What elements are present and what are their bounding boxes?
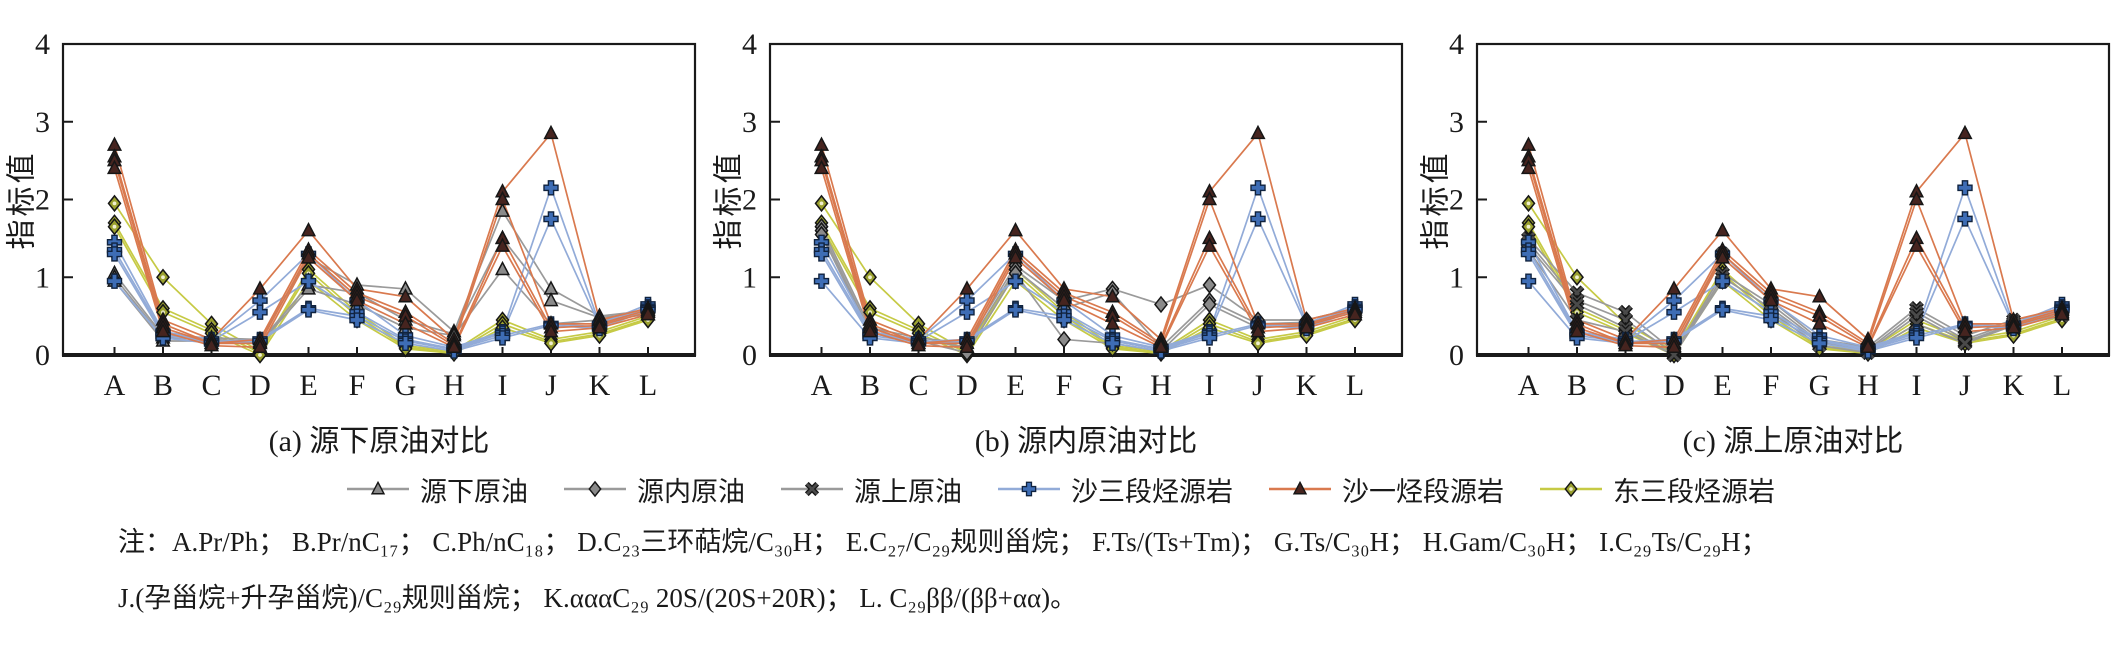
legend-item-yuannei-oil: 源内原油	[562, 470, 745, 509]
svg-text:D: D	[249, 369, 271, 402]
svg-text:0: 0	[35, 339, 50, 372]
legend-item-shayi-source-rock: 沙一烃段源岩	[1267, 470, 1504, 509]
triangle-marker-icon	[1269, 480, 1331, 495]
svg-text:D: D	[1663, 369, 1685, 402]
note-line-2: J.(孕甾烷+升孕甾烷)/C₂₉规则甾烷； K.αααC₂₉ 20S/(20S+…	[118, 583, 1078, 613]
svg-text:J: J	[545, 369, 557, 402]
svg-text:A: A	[811, 369, 833, 402]
legend-label: 源内原油	[637, 476, 745, 507]
diamond-marker-icon	[564, 480, 626, 498]
svg-text:H: H	[1150, 369, 1172, 402]
legend-item-shasan-source-rock: 沙三段烃源岩	[996, 470, 1233, 509]
legend-label: 源下原油	[420, 476, 528, 507]
svg-text:E: E	[299, 369, 317, 402]
svg-text:4: 4	[742, 28, 757, 61]
legend: 源下原油 源内原油 源上原油 沙三段烃源岩 沙一烃段源岩 东三段烃源岩	[0, 464, 2120, 514]
legend-label: 源上原油	[854, 476, 962, 507]
svg-text:B: B	[860, 369, 880, 402]
legend-label: 沙一烃段源岩	[1342, 476, 1504, 507]
svg-text:J: J	[1959, 369, 1971, 402]
svg-text:3: 3	[1449, 106, 1464, 139]
svg-text:K: K	[2003, 369, 2025, 402]
svg-text:L: L	[1346, 369, 1364, 402]
svg-text:C: C	[908, 369, 928, 402]
svg-text:C: C	[201, 369, 221, 402]
svg-text:D: D	[956, 369, 978, 402]
svg-text:L: L	[639, 369, 657, 402]
figure-note: 注：A.Pr/Ph； B.Pr/nC₁₇； C.Ph/nC₁₈； D.C₂₃三环…	[118, 522, 2068, 618]
svg-text:L: L	[2053, 369, 2071, 402]
svg-text:4: 4	[1449, 28, 1464, 61]
chart-a-canvas: 0 1 2 3 4 A B C D E F G H I J K L	[35, 28, 697, 402]
svg-text:0: 0	[1449, 339, 1464, 372]
svg-text:C: C	[1615, 369, 1635, 402]
svg-text:1: 1	[1449, 261, 1464, 294]
legend-label: 沙三段烃源岩	[1071, 476, 1233, 507]
note-line-1: 注：A.Pr/Ph； B.Pr/nC₁₇； C.Ph/nC₁₈； D.C₂₃三环…	[118, 527, 1768, 557]
svg-text:F: F	[1763, 369, 1780, 402]
chart-c-canvas: 0 1 2 3 4 A B C D E F G H I J K L	[1449, 28, 2111, 402]
svg-text:H: H	[443, 369, 465, 402]
chart-c-subtitle: (c) 源上原油对比	[1682, 425, 1904, 458]
svg-text:F: F	[1056, 369, 1073, 402]
svg-text:K: K	[589, 369, 611, 402]
svg-text:2: 2	[1449, 184, 1464, 217]
chart-b-canvas: 0 1 2 3 4 A B C D E F G H I J K L	[742, 28, 1404, 402]
svg-text:1: 1	[742, 261, 757, 294]
svg-text:3: 3	[742, 106, 757, 139]
chart-b-subtitle: (b) 源内原油对比	[974, 425, 1198, 458]
svg-text:3: 3	[35, 106, 50, 139]
diamond-dot-marker-icon	[1540, 480, 1602, 498]
svg-text:J: J	[1252, 369, 1264, 402]
svg-text:4: 4	[35, 28, 50, 61]
svg-text:I: I	[1205, 369, 1215, 402]
svg-text:E: E	[1006, 369, 1024, 402]
svg-text:A: A	[1518, 369, 1540, 402]
svg-text:B: B	[153, 369, 173, 402]
chart-a-subtitle: (a) 源下原油对比	[268, 425, 490, 458]
svg-text:H: H	[1857, 369, 1879, 402]
svg-text:I: I	[498, 369, 508, 402]
svg-text:2: 2	[742, 184, 757, 217]
svg-text:A: A	[104, 369, 126, 402]
svg-text:G: G	[395, 369, 417, 402]
svg-text:1: 1	[35, 261, 50, 294]
plus-marker-icon	[998, 481, 1060, 497]
legend-label: 东三段烃源岩	[1613, 476, 1775, 507]
svg-text:G: G	[1809, 369, 1831, 402]
triangle-marker-icon	[347, 480, 409, 495]
svg-text:2: 2	[35, 184, 50, 217]
x-marker-icon	[781, 481, 843, 497]
svg-text:K: K	[1296, 369, 1318, 402]
svg-text:F: F	[349, 369, 366, 402]
svg-text:B: B	[1567, 369, 1587, 402]
svg-text:G: G	[1102, 369, 1124, 402]
legend-item-dongsan-source-rock: 东三段烃源岩	[1538, 470, 1775, 509]
svg-text:0: 0	[742, 339, 757, 372]
svg-text:I: I	[1912, 369, 1922, 402]
legend-item-yuanshang-oil: 源上原油	[779, 470, 962, 509]
legend-item-yuanxia-oil: 源下原油	[345, 470, 528, 509]
svg-text:E: E	[1713, 369, 1731, 402]
